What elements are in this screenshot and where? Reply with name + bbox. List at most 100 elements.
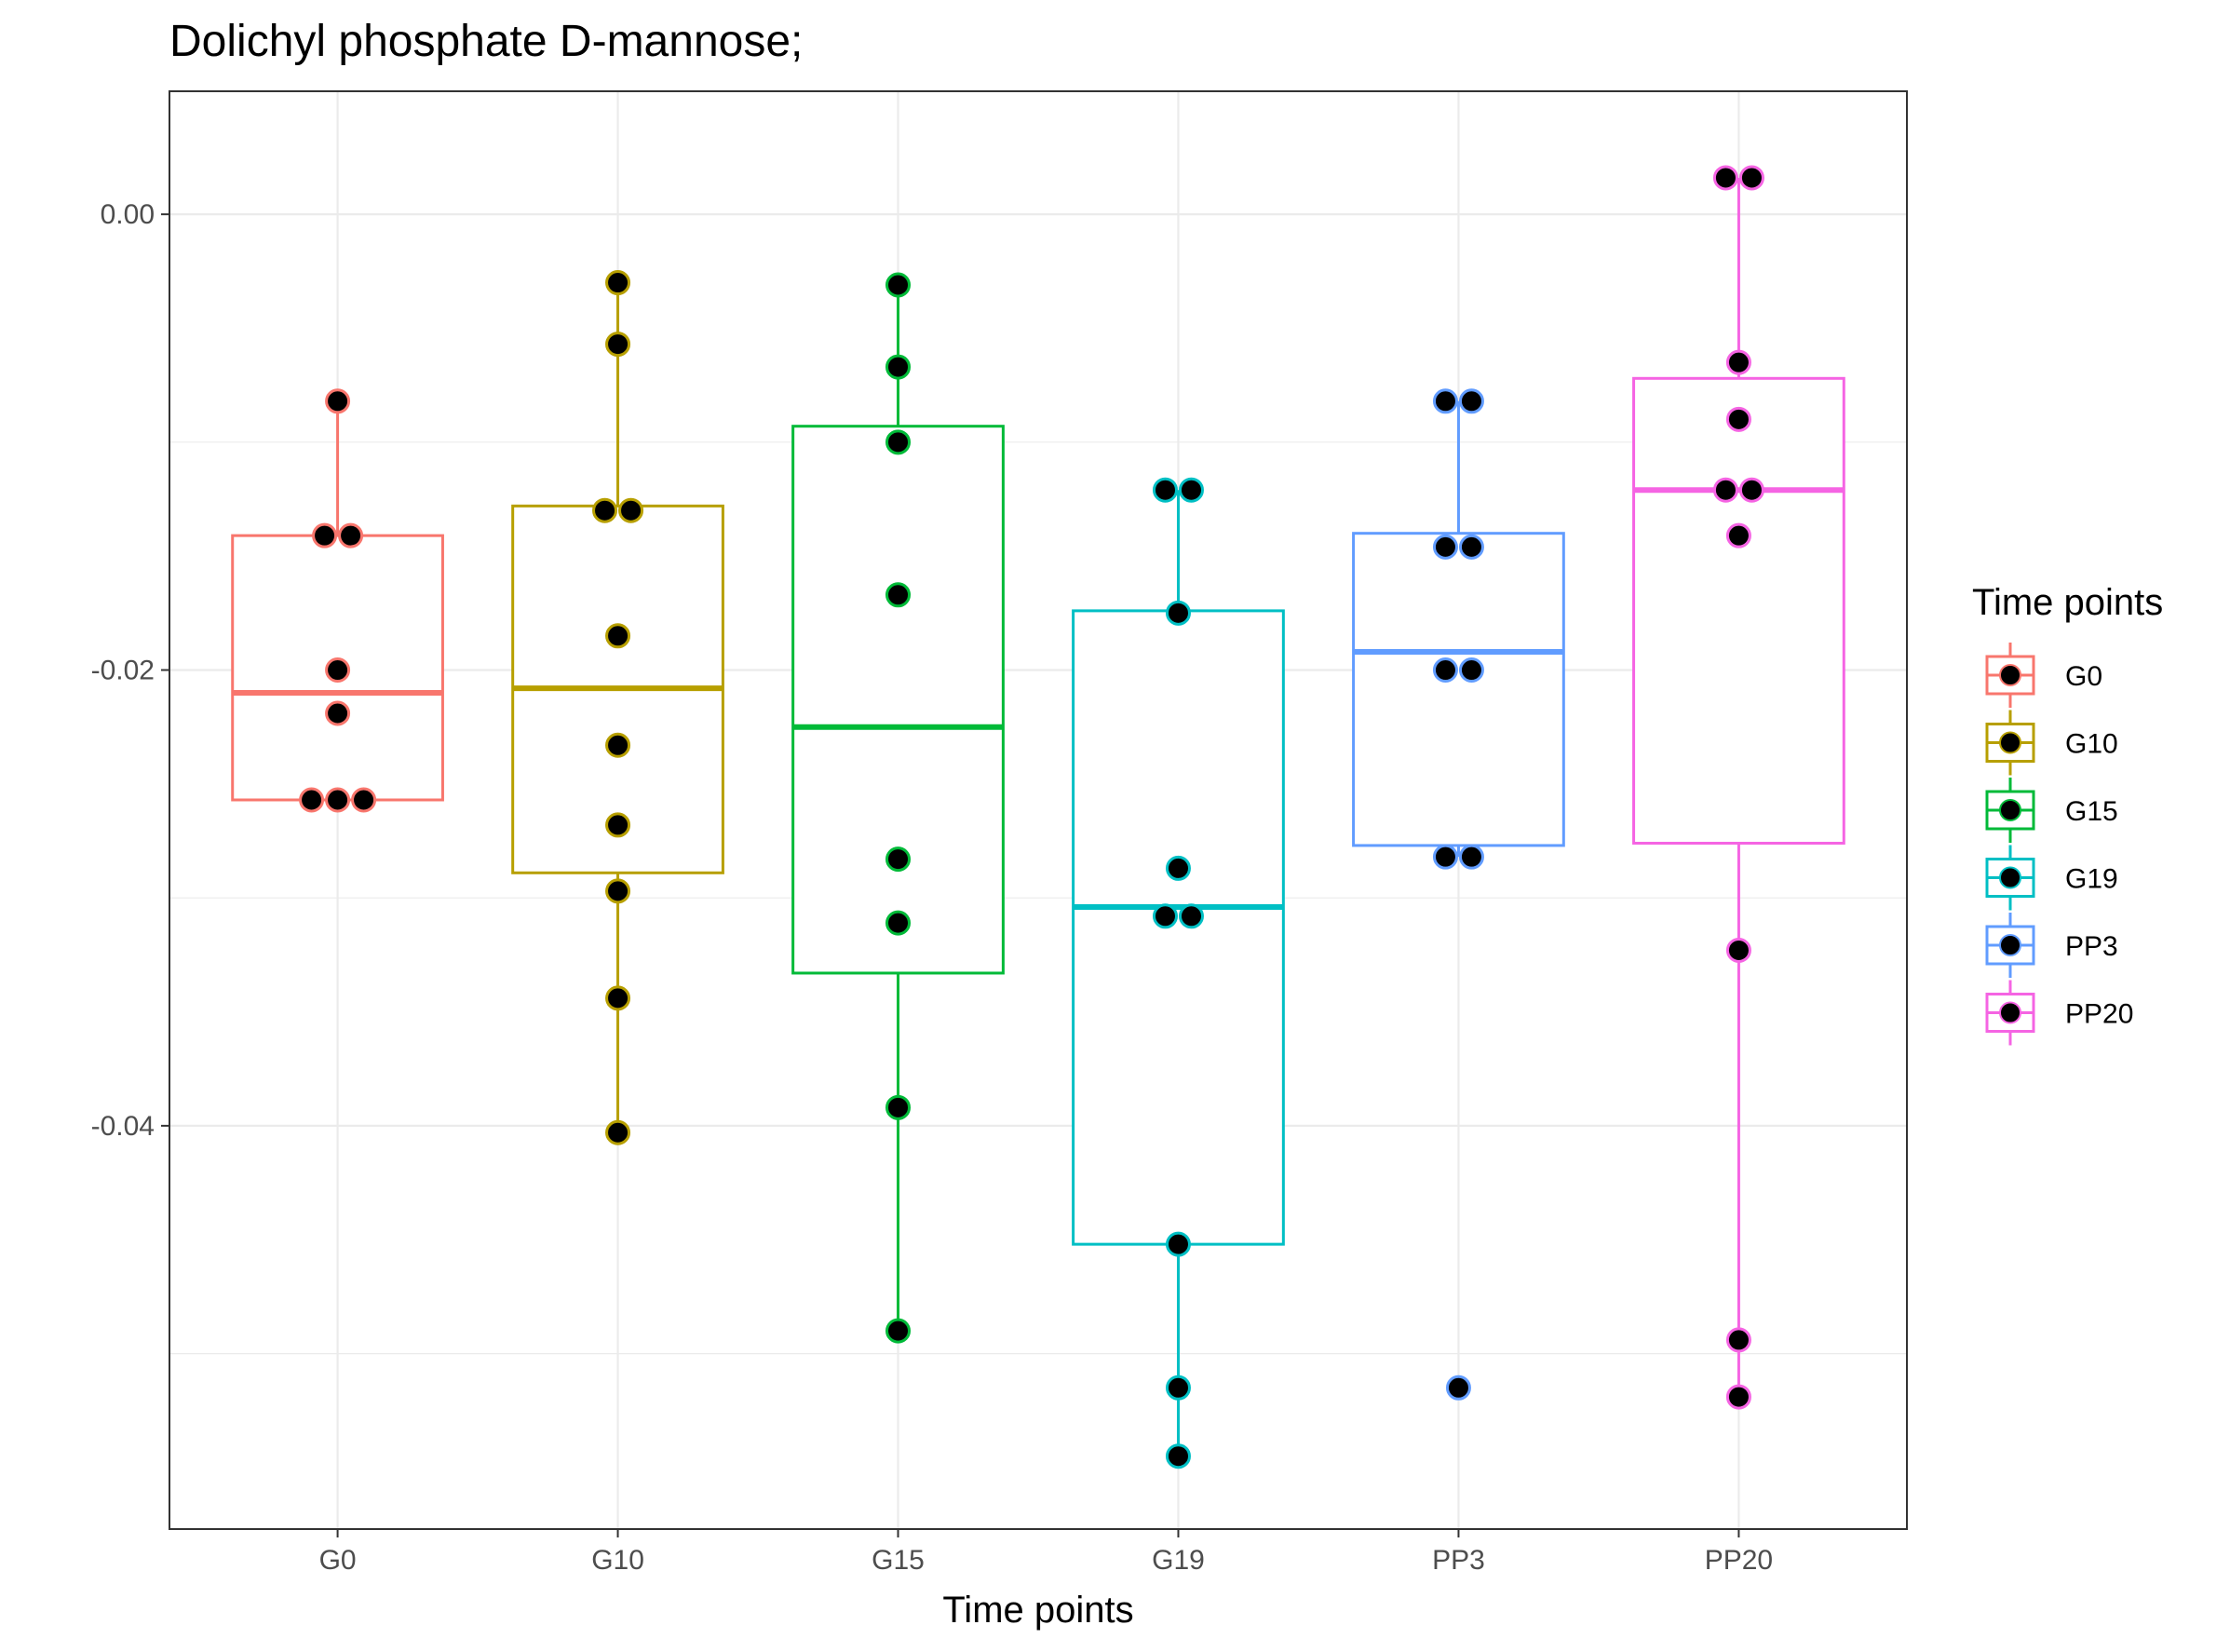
data-point-g19 bbox=[1165, 855, 1191, 881]
data-point-pp20 bbox=[1725, 522, 1751, 548]
y-axis: 0.00 -0.02 -0.04 bbox=[91, 199, 169, 1142]
x-tick-label: PP3 bbox=[1432, 1545, 1485, 1576]
data-point-g15 bbox=[885, 354, 912, 380]
data-point-g19 bbox=[1165, 1374, 1191, 1401]
data-point-pp20 bbox=[1725, 1327, 1751, 1353]
data-point-g15 bbox=[885, 582, 912, 608]
data-point-g19 bbox=[1178, 477, 1204, 503]
y-tick-label: -0.04 bbox=[91, 1111, 155, 1142]
data-point-pp3 bbox=[1458, 534, 1484, 560]
data-point-g0 bbox=[325, 700, 351, 726]
data-point-g19 bbox=[1152, 477, 1178, 503]
data-point-pp3 bbox=[1458, 388, 1484, 414]
data-point-g15 bbox=[885, 429, 912, 455]
box-g15 bbox=[791, 284, 1005, 1332]
legend-key-point bbox=[1999, 866, 2021, 889]
box-body bbox=[1072, 609, 1285, 1246]
x-tick-label: G0 bbox=[319, 1545, 357, 1576]
data-point-g10 bbox=[605, 878, 631, 904]
legend-item-pp3: PP3 bbox=[1985, 913, 2118, 978]
data-point-pp3 bbox=[1432, 534, 1458, 560]
data-point-g19 bbox=[1165, 600, 1191, 626]
data-point-g10 bbox=[605, 812, 631, 838]
panel-border bbox=[169, 90, 1908, 1530]
data-point-pp3 bbox=[1432, 844, 1458, 870]
x-tick-label: G15 bbox=[872, 1545, 925, 1576]
data-points bbox=[299, 165, 1764, 1469]
y-tick-label: 0.00 bbox=[101, 199, 155, 230]
data-point-g0 bbox=[325, 388, 351, 414]
data-point-g0 bbox=[312, 522, 338, 548]
legend-key-point bbox=[1999, 731, 2021, 754]
box-body bbox=[1632, 376, 1845, 845]
data-point-pp20 bbox=[1725, 937, 1751, 963]
data-point-pp3 bbox=[1432, 657, 1458, 684]
data-point-pp20 bbox=[1725, 406, 1751, 432]
data-point-g19 bbox=[1152, 903, 1178, 929]
data-point-pp3 bbox=[1458, 657, 1484, 684]
data-point-g10 bbox=[605, 270, 631, 296]
data-point-pp3 bbox=[1458, 844, 1484, 870]
data-point-g10 bbox=[605, 1119, 631, 1145]
data-point-pp3 bbox=[1432, 388, 1458, 414]
chart-title: Dolichyl phosphate D-mannose; bbox=[169, 17, 803, 66]
legend-item-g10: G10 bbox=[1985, 710, 2118, 776]
legend-key-point bbox=[1999, 934, 2021, 956]
data-point-g0 bbox=[325, 787, 351, 813]
data-point-g15 bbox=[885, 910, 912, 936]
legend-key-point bbox=[1999, 664, 2021, 686]
data-point-pp20 bbox=[1725, 1384, 1751, 1410]
boxes bbox=[231, 177, 1845, 1456]
legend-label: G15 bbox=[2065, 796, 2118, 827]
x-tick-label: PP20 bbox=[1705, 1545, 1773, 1576]
data-point-g15 bbox=[885, 1094, 912, 1120]
data-point-pp20 bbox=[1738, 477, 1764, 503]
legend-key-point bbox=[1999, 799, 2021, 821]
legend-label: G19 bbox=[2065, 864, 2118, 895]
plot-panel bbox=[169, 91, 1907, 1529]
legend-item-pp20: PP20 bbox=[1985, 980, 2133, 1046]
data-point-g19 bbox=[1165, 1443, 1191, 1469]
box-body bbox=[791, 425, 1005, 975]
legend-title: Time points bbox=[1972, 582, 2163, 623]
data-point-g10 bbox=[605, 623, 631, 649]
data-point-g15 bbox=[885, 1318, 912, 1344]
box-body bbox=[1352, 532, 1565, 847]
legend: Time points G0 G10 G15 G19 PP3 PP20 bbox=[1972, 582, 2163, 1046]
data-point-g10 bbox=[605, 985, 631, 1011]
data-point-pp20 bbox=[1712, 477, 1738, 503]
x-tick-label: G19 bbox=[1152, 1545, 1205, 1576]
data-point-g19 bbox=[1178, 903, 1204, 929]
data-point-g10 bbox=[618, 497, 644, 523]
data-point-g10 bbox=[605, 732, 631, 758]
legend-label: G10 bbox=[2065, 729, 2118, 760]
x-tick-label: G10 bbox=[591, 1545, 644, 1576]
data-point-pp20 bbox=[1738, 165, 1764, 191]
x-axis: G0 G10 G15 G19 PP3 PP20 bbox=[319, 1529, 1773, 1576]
legend-item-g0: G0 bbox=[1985, 643, 2102, 708]
data-point-pp3 bbox=[1445, 1374, 1471, 1401]
data-point-g15 bbox=[885, 846, 912, 873]
legend-key-point bbox=[1999, 1001, 2021, 1024]
data-point-g15 bbox=[885, 272, 912, 298]
data-point-g10 bbox=[592, 497, 618, 523]
data-point-g19 bbox=[1165, 1231, 1191, 1257]
legend-item-g19: G19 bbox=[1985, 845, 2118, 911]
legend-item-g15: G15 bbox=[1985, 778, 2118, 843]
y-tick-label: -0.02 bbox=[91, 656, 155, 686]
x-axis-title: Time points bbox=[942, 1590, 1133, 1631]
data-point-pp20 bbox=[1712, 165, 1738, 191]
legend-label: G0 bbox=[2065, 661, 2102, 692]
data-point-g10 bbox=[605, 332, 631, 358]
data-point-g0 bbox=[351, 787, 377, 813]
data-point-g0 bbox=[325, 657, 351, 684]
data-point-g0 bbox=[338, 522, 364, 548]
box-pp3 bbox=[1352, 400, 1565, 858]
legend-label: PP20 bbox=[2065, 999, 2133, 1030]
data-point-pp20 bbox=[1725, 349, 1751, 375]
data-point-g0 bbox=[299, 787, 325, 813]
box-pp20 bbox=[1632, 177, 1845, 1398]
legend-label: PP3 bbox=[2065, 931, 2118, 962]
box-g10 bbox=[511, 282, 724, 1133]
